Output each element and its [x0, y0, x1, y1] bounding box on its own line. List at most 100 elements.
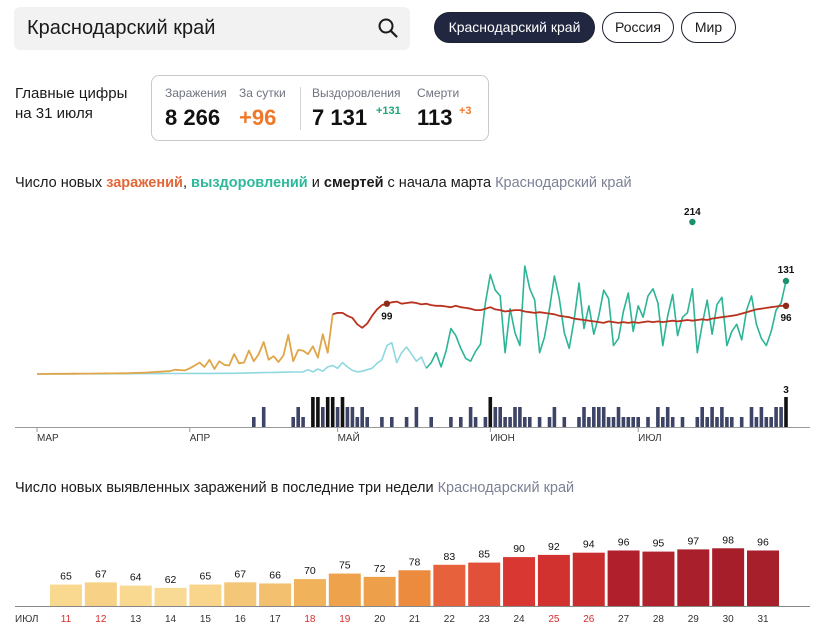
bar-category-label: 28 — [653, 614, 665, 625]
line-title-deaths: смертей — [323, 175, 384, 191]
deaths-bar — [784, 397, 788, 427]
figures-divider — [300, 87, 301, 130]
bar-category-label: 13 — [130, 614, 142, 625]
bar-value-label: 96 — [618, 536, 630, 548]
bar-value-label: 65 — [200, 571, 212, 583]
bar — [503, 557, 536, 606]
tab-krasnodar[interactable]: Краснодарский край — [434, 12, 595, 43]
line-title-recoveries: выздоровлений — [191, 175, 308, 191]
bar — [189, 584, 222, 606]
bar-title-region[interactable]: Краснодарский край — [437, 480, 575, 496]
bar-category-label: 15 — [200, 614, 212, 625]
main-figures-card: Заражения 8 266 За сутки +96 Выздоровлен… — [151, 75, 489, 141]
bar — [642, 551, 675, 606]
annotation-label: 99 — [381, 312, 393, 323]
recoveries-line — [425, 265, 787, 369]
deaths-bar — [321, 407, 325, 427]
line-title-region[interactable]: Краснодарский край — [495, 175, 632, 191]
deaths-bar — [459, 417, 463, 427]
deaths-bar — [537, 417, 542, 427]
bar-category-label: 14 — [165, 614, 177, 625]
bar-value-label: 83 — [444, 551, 456, 563]
deaths-bar — [601, 407, 606, 427]
annotation-label: 214 — [684, 207, 701, 218]
line-title-comma: , — [182, 175, 192, 191]
deaths-bar — [730, 417, 734, 427]
deaths-label: Смерти — [417, 86, 460, 100]
deaths-bar — [360, 407, 364, 427]
annotation-label: 96 — [780, 313, 792, 324]
annotation-label: 131 — [778, 265, 795, 276]
daily-value: +96 — [239, 105, 277, 130]
bar-category-label: 24 — [513, 614, 525, 625]
bar — [328, 573, 361, 606]
deaths-bar — [670, 417, 675, 427]
line-title-suffix: с начала марта — [383, 175, 492, 191]
deaths-bar — [606, 417, 611, 427]
line-chart-title: Число новых заражений, выздоровлений и с… — [15, 175, 632, 191]
x-tick-label: МАР — [37, 433, 59, 444]
tab-world[interactable]: Мир — [681, 12, 736, 43]
bar-category-label: 20 — [374, 614, 386, 625]
deaths-bar — [390, 417, 394, 427]
deaths-bar — [325, 397, 330, 427]
infections-label: Заражения — [165, 86, 227, 100]
deaths-bar — [764, 417, 769, 427]
deaths-bar — [296, 407, 300, 427]
bar-category-label: 31 — [757, 614, 769, 625]
bar — [154, 587, 187, 606]
deaths-bar — [508, 417, 512, 427]
line-title-and: и — [307, 175, 324, 191]
bar — [572, 552, 605, 606]
deaths-bar — [577, 417, 581, 427]
deaths-bar — [631, 417, 635, 427]
bar — [50, 584, 82, 606]
bar-category-label: 25 — [548, 614, 560, 625]
deaths-bar — [582, 407, 586, 427]
bar-value-label: 67 — [95, 568, 107, 580]
deaths-bar — [779, 407, 783, 427]
deaths-bar — [518, 407, 522, 427]
annotation-dot — [383, 300, 391, 307]
bar-category-label: 18 — [304, 614, 316, 625]
x-tick-label: ИЮН — [490, 433, 515, 444]
bar-value-label: 75 — [339, 560, 351, 572]
annotation-dot — [782, 277, 790, 285]
recoveries-value: 7 131 — [312, 105, 368, 130]
deaths-bar — [621, 417, 626, 427]
tab-russia[interactable]: Россия — [602, 12, 674, 43]
bar — [607, 550, 640, 606]
deaths-bar — [429, 417, 433, 427]
search-input[interactable]: Краснодарский край — [27, 17, 216, 39]
deaths-bar — [774, 407, 778, 427]
deaths-bar — [350, 407, 355, 427]
deaths-bar — [754, 417, 759, 427]
bar — [712, 548, 745, 606]
x-tick-label: ИЮЛ — [638, 433, 661, 444]
deaths-bar — [720, 407, 724, 427]
deaths-bar — [665, 407, 670, 427]
deaths-bar — [759, 407, 764, 427]
bar-category-label: 29 — [688, 614, 700, 625]
deaths-bar — [345, 407, 350, 427]
deaths-bar — [646, 417, 650, 427]
bar — [259, 583, 292, 606]
main-figures-date: на 31 июля — [15, 105, 93, 122]
deaths-bar — [404, 417, 409, 427]
bar — [433, 564, 466, 606]
bar — [224, 582, 257, 606]
deaths-bar — [503, 417, 507, 427]
bar-category-label: 22 — [444, 614, 456, 625]
bar-value-label: 85 — [478, 549, 490, 561]
deaths-bar — [311, 397, 315, 427]
line-chart: МАР АПР МАЙ ИЮН ИЮЛ 214 131 99 96 3 — [15, 207, 810, 444]
bar-value-label: 95 — [653, 538, 665, 550]
search-icon[interactable] — [377, 17, 399, 39]
deaths-bar — [552, 407, 557, 427]
search-box[interactable]: Краснодарский край — [14, 7, 410, 50]
bar-category-label: 30 — [723, 614, 735, 625]
deaths-value: 113 — [417, 105, 453, 130]
deaths-bar — [449, 417, 453, 427]
bar — [119, 585, 152, 606]
deaths-bar — [587, 417, 591, 427]
